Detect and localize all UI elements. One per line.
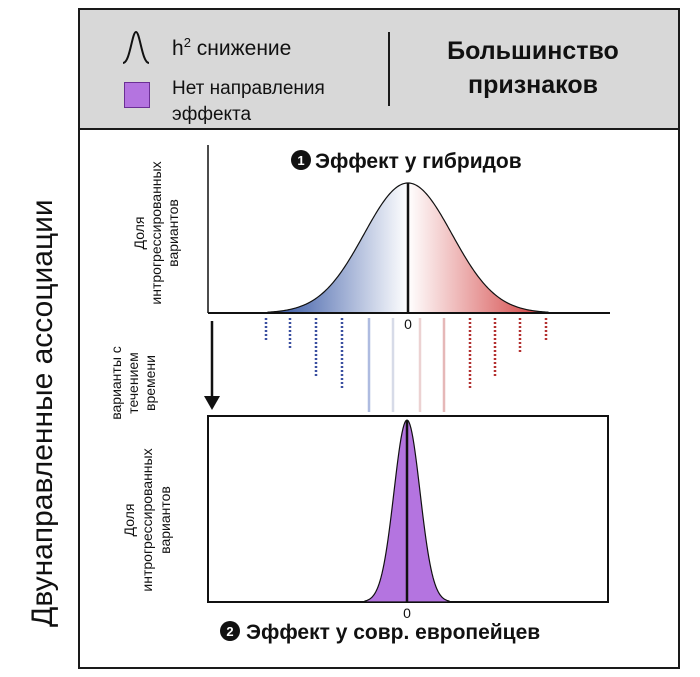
- bottom-panel-zero-label: 0: [403, 605, 411, 621]
- h2-symbol: h: [172, 37, 184, 60]
- no-direction-swatch: [124, 82, 150, 108]
- side-title: Двунаправленные ассоциации: [26, 199, 59, 627]
- bottom-ylabel-line1: Доля: [121, 504, 137, 537]
- top-panel-marker-icon: [291, 150, 311, 170]
- top-panel-zero-label: 0: [404, 316, 412, 332]
- no-direction-label-line2: эффекта: [172, 104, 252, 125]
- time-arrow-label: варианты с течением времени: [108, 346, 158, 420]
- bottom-ylabel-line2: интрогрессированных: [139, 448, 155, 591]
- bottom-panel-ylabel: Доля интрогрессированных вариантов: [121, 448, 173, 591]
- bottom-panel-marker-icon: [220, 621, 240, 641]
- top-ylabel-line1: Доля: [131, 217, 147, 250]
- bottom-panel-marker: 2: [226, 624, 233, 639]
- bottom-ylabel-line3: вариантов: [157, 486, 173, 554]
- top-panel-marker: 1: [297, 153, 304, 168]
- no-direction-label-line1: Нет направления: [172, 78, 325, 99]
- trait-scope-line1: Большинство: [447, 37, 619, 65]
- down-arrow-icon: [204, 321, 220, 410]
- effect-diagram: 0 1 Эффект у гибридов Доля интрогрессиро…: [108, 145, 610, 644]
- top-panel-ylabel: Доля интрогрессированных вариантов: [131, 161, 181, 304]
- side-title-text: Двунаправленные ассоциации: [26, 199, 59, 627]
- top-panel-title: Эффект у гибридов: [315, 150, 522, 173]
- figure-frame: h2 снижение Нет направления эффекта Боль…: [78, 8, 680, 669]
- variant-trajectories: [264, 318, 548, 412]
- trait-scope-line2: признаков: [468, 71, 598, 99]
- bell-curve-icon: [122, 30, 150, 64]
- legend-header: h2 снижение Нет направления эффекта Боль…: [80, 10, 678, 130]
- bottom-panel-title: Эффект у совр. европейцев: [246, 621, 540, 644]
- time-arrow-line1: варианты с: [108, 346, 124, 420]
- time-arrow-line2: течением: [125, 352, 141, 414]
- time-arrow-line3: времени: [142, 355, 158, 411]
- top-ylabel-line2: интрогрессированных: [148, 161, 164, 304]
- h2-legend-label: h2 снижение: [172, 35, 291, 61]
- h2-label: снижение: [196, 37, 292, 60]
- top-ylabel-line3: вариантов: [165, 199, 181, 267]
- trait-scope-label: Большинство признаков: [408, 34, 658, 102]
- no-direction-legend-label: Нет направления эффекта: [172, 76, 325, 128]
- h2-superscript: 2: [183, 35, 191, 50]
- header-divider: [388, 32, 390, 106]
